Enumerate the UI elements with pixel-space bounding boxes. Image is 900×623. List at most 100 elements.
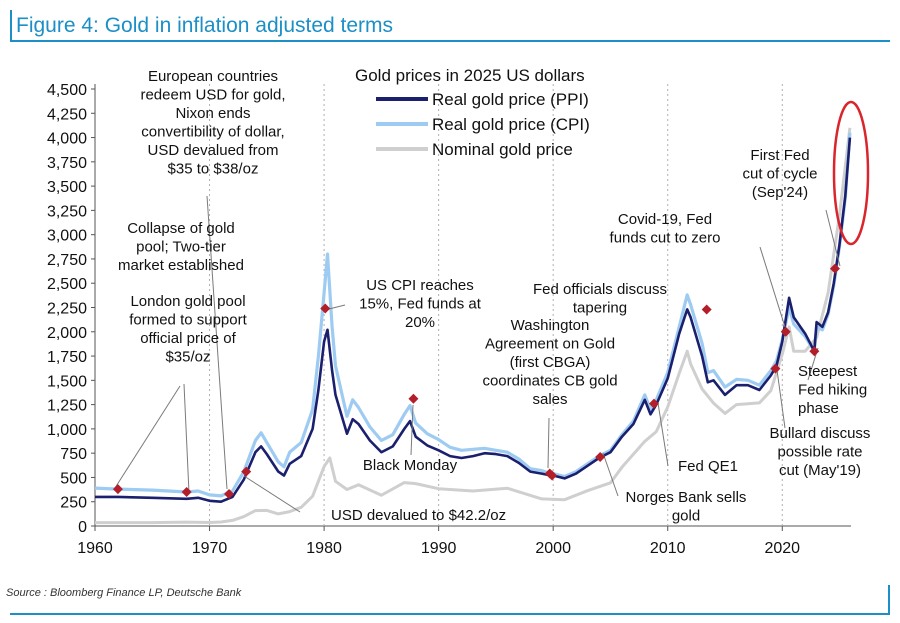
annotation-line: Washington [511,317,590,334]
event-marker [241,466,252,477]
annotation-washington: Washington Agreement on Gold (first CBGA) c… [482,317,617,408]
y-tick-label: 250 [60,495,87,512]
event-marker [829,263,840,274]
annotation-line: $35/oz [165,349,210,366]
annotation-collapse: Collapse of gold pool; Two-tier market est… [118,220,244,274]
annotation-line: tapering [573,300,627,317]
y-tick-label: 1,250 [47,398,87,415]
series-line-ppi [95,137,852,504]
annotation-leader [114,385,181,489]
y-tick-label: 4,500 [47,82,87,99]
annotation-line: convertibility of dollar, [141,124,284,141]
y-tick-label: 500 [60,470,87,487]
annotation-leaders [114,195,841,513]
series-line-nominal [95,127,852,525]
annotation-fedqe1: Fed QE1 [678,458,738,475]
annotation-line: pool; Two-tier [136,239,226,256]
annotation-line: redeem USD for gold, [140,87,285,104]
x-tick-label: 2020 [764,540,800,557]
annotation-line: Fed hiking [798,382,867,399]
annotation-line: phase [798,400,839,417]
annotation-line: Norges Bank sells [626,489,747,506]
annotation-bullard: Bullard discuss possible rate cut (May'19) [770,425,871,479]
frame-right-rule [888,585,890,615]
annotation-line: sales [532,391,567,408]
annotation-line: European countries [148,68,278,85]
x-tick-label: 1980 [306,540,342,557]
annotation-line: 15%, Fed funds at [359,296,482,313]
annotation-leader [410,404,414,456]
annotation-leader [243,475,301,513]
annotation-line: $35 to $38/oz [168,161,259,178]
event-marker [181,487,192,498]
event-marker [320,303,331,314]
event-marker [595,452,606,463]
y-tick-label: 2,500 [47,276,87,293]
annotation-london: London gold pool formed to support officia… [129,293,247,366]
annotation-line: Steepest [798,363,858,380]
annotation-leader [776,369,786,429]
annotation-line: gold [672,508,700,525]
legend-label: Real gold price (PPI) [432,90,589,109]
frame-bottom-rule [10,613,890,615]
annotation-line: Fed officials discuss [533,281,667,298]
annotation-labels: European countries redeem USD for gold, Ni… [118,68,870,525]
y-tick-label: 3,000 [47,228,87,245]
annotation-leader [602,452,619,497]
event-markers [112,263,840,499]
y-tick-label: 3,500 [47,179,87,196]
x-tick-label: 1960 [77,540,113,557]
annotation-leader [547,417,550,469]
annotation-line: cut of cycle [742,166,817,183]
x-tick-label: 2000 [535,540,571,557]
annotation-blackmonday: Black Monday [363,457,458,474]
event-marker [770,363,781,374]
event-marker [780,326,791,337]
annotation-cpi15: US CPI reaches 15%, Fed funds at 20% [359,277,482,331]
annotation-leader [657,402,669,467]
x-tick-label: 1990 [421,540,457,557]
y-tick-label: 2,750 [47,252,87,269]
frame-top-rule [10,40,890,42]
event-marker [701,304,712,315]
figure-title: Figure 4: Gold in inflation adjusted ter… [16,14,394,37]
legend-label: Real gold price (CPI) [432,115,590,134]
x-tick-label: 1970 [192,540,228,557]
y-tick-label: 3,750 [47,155,87,172]
annotation-line: Covid-19, Fed [618,211,712,228]
annotation-covid: Covid-19, Fed funds cut to zero [610,211,721,247]
annotation-line: coordinates CB gold [482,373,617,390]
frame-left-rule [10,10,12,42]
annotation-line: 20% [405,314,435,331]
y-tick-label: 4,000 [47,131,87,148]
annotation-line: First Fed [750,147,809,164]
annotation-usd422: USD devalued to $42.2/oz [331,507,506,524]
annotation-line: possible rate [777,444,862,461]
legend-title: Gold prices in 2025 US dollars [355,66,585,85]
y-tick-label: 1,750 [47,349,87,366]
series-layer [94,127,852,525]
annotation-line: cut (May'19) [779,462,861,479]
annotation-line: London gold pool [130,293,245,310]
annotation-line: USD devalued from [148,142,279,159]
annotation-line: Fed QE1 [678,458,738,475]
event-marker [224,488,235,499]
annotation-line: official price of [140,330,236,347]
event-marker [112,484,123,495]
annotation-leader [206,195,228,490]
annotation-line: (first CBGA) [510,354,591,371]
y-tick-label: 3,250 [47,203,87,220]
legend-label: Nominal gold price [432,140,573,159]
highlight-layer [832,100,870,246]
annotation-line: Nixon ends [175,105,250,122]
y-tick-label: 1,000 [47,422,87,439]
annotation-line: Agreement on Gold [485,336,615,353]
source-note: Source : Bloomberg Finance LP, Deutsche … [6,587,242,599]
y-tick-label: 1,500 [47,373,87,390]
y-tick-label: 2,000 [47,325,87,342]
gold-price-chart: 0 250 500 750 1,000 1,250 1,500 1,750 2,000 2,250… [47,66,870,557]
annotation-norges: Norges Bank sells gold [626,489,747,525]
legend: Gold prices in 2025 US dollars Real gold … [355,66,590,159]
annotation-firstfed: First Fed cut of cycle (Sep'24) [742,147,817,201]
annotation-leader [183,383,190,494]
